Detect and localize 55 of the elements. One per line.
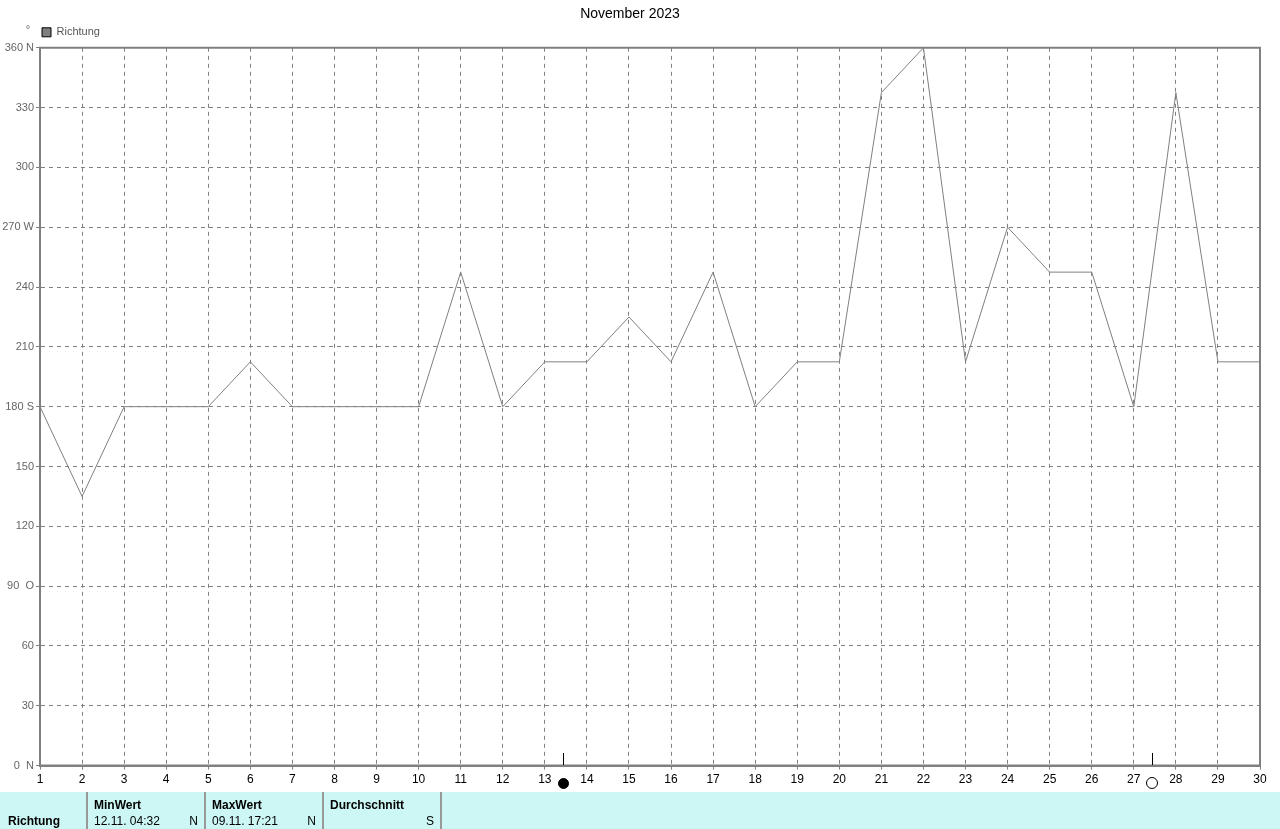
x-tick-label: 27 <box>1127 772 1141 787</box>
y-tick-label: 120 <box>15 519 34 532</box>
x-tick-label: 4 <box>162 772 170 787</box>
x-tick-label: 12 <box>496 772 510 787</box>
y-tick-label: 60 <box>21 639 34 651</box>
y-tick-label: 240 <box>15 280 34 293</box>
text: 09.11. 17:21 <box>212 814 278 828</box>
x-tick-label: 21 <box>874 772 889 787</box>
x-tick-label: 18 <box>748 772 763 787</box>
text: Durchschnitt <box>330 798 405 812</box>
x-tick-label: 26 <box>1085 772 1099 787</box>
x-tick-label: 25 <box>1042 772 1057 787</box>
x-tick-label: 19 <box>790 772 805 787</box>
y-tick-label: 330 <box>15 100 34 113</box>
x-tick-label: 1 <box>36 772 44 787</box>
x-tick-label: 20 <box>832 772 847 787</box>
x-tick-label: 16 <box>664 772 679 787</box>
x-tick-label: 8 <box>331 772 339 787</box>
x-tick-label: 15 <box>622 772 636 787</box>
y-tick-label: 0 N <box>13 758 35 771</box>
x-tick-label: 2 <box>78 772 86 787</box>
x-tick-label: 9 <box>373 772 381 787</box>
x-tick-label: 14 <box>580 772 594 787</box>
y-tick-label: 210 <box>15 339 34 352</box>
legend-label: Richtung <box>56 25 100 38</box>
x-tick-label: 29 <box>1211 772 1225 787</box>
x-tick-label: 28 <box>1169 772 1183 787</box>
y-tick-label: 270 W <box>2 220 35 233</box>
x-tick-label: 7 <box>289 772 297 787</box>
x-tick-label: 24 <box>1000 772 1015 787</box>
x-tick-label: 11 <box>454 772 468 787</box>
y-tick-label: 300 <box>15 160 34 173</box>
x-tick-label: 3 <box>120 772 128 787</box>
text: Richtung <box>8 814 60 828</box>
x-tick-label: 30 <box>1253 772 1267 787</box>
text: MaxWert <box>212 798 262 812</box>
x-tick-label: 22 <box>916 772 931 787</box>
y-tick-label: 360 N <box>4 40 35 53</box>
x-tick-label: 17 <box>706 772 721 787</box>
text: MinWert <box>94 798 142 812</box>
text: S <box>425 814 434 828</box>
y-axis-title: ° <box>25 22 31 35</box>
text: 12.11. 04:32 <box>94 814 160 828</box>
chart-title: November 2023 <box>580 5 681 22</box>
y-tick-label: 30 <box>21 698 34 711</box>
y-tick-label: 90 O <box>7 579 35 592</box>
text: N <box>307 814 316 828</box>
x-tick-label: 5 <box>204 772 212 787</box>
y-tick-label: 180 S <box>5 399 34 412</box>
x-tick-label: 10 <box>411 772 426 787</box>
text: N <box>189 814 198 828</box>
y-tick-label: 150 <box>15 459 34 472</box>
x-tick-label: 23 <box>958 772 973 787</box>
x-tick-label: 13 <box>538 772 552 787</box>
x-tick-label: 6 <box>247 772 254 787</box>
